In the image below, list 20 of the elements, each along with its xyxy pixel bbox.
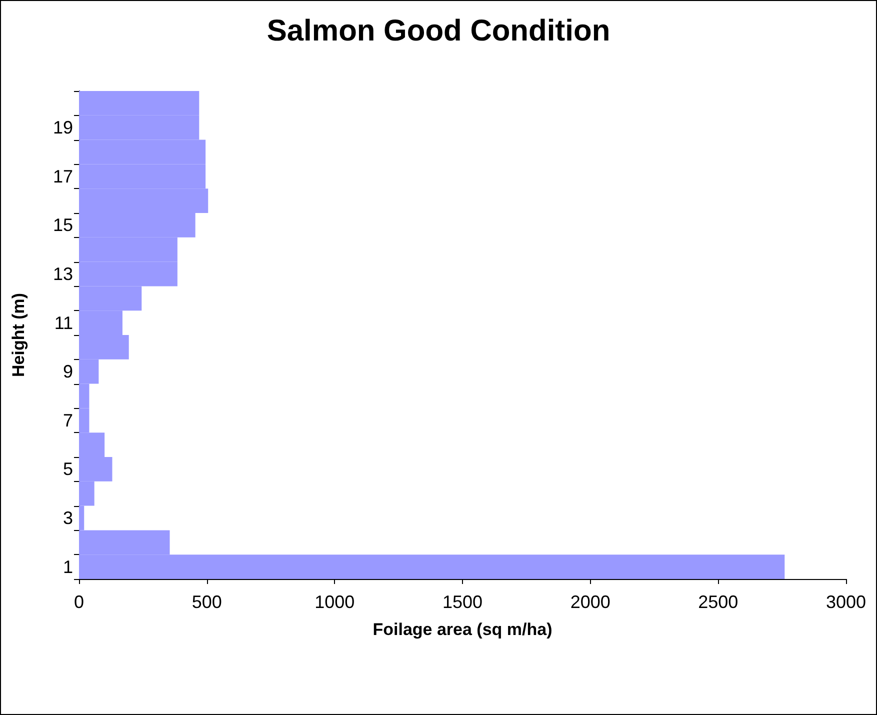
y-tick-label: 7 xyxy=(62,410,73,430)
y-tick-label: 13 xyxy=(52,264,73,284)
y-tick-label: 3 xyxy=(62,508,73,528)
x-axis-title: Foilage area (sq m/ha) xyxy=(372,620,552,639)
y-tick-label: 17 xyxy=(52,166,73,186)
x-tick-label: 1500 xyxy=(442,592,483,612)
y-tick-label: 9 xyxy=(62,362,73,382)
y-tick-label: 11 xyxy=(54,312,73,333)
x-tick-label: 1000 xyxy=(314,592,355,612)
x-tick-label: 3000 xyxy=(826,592,866,612)
x-tick-label: 2500 xyxy=(698,592,738,612)
y-axis-title: Height (m) xyxy=(9,292,28,378)
y-tick-label: 15 xyxy=(52,215,73,236)
y-tick-label: 19 xyxy=(52,118,73,138)
y-tick-label: 1 xyxy=(62,556,73,577)
x-tick-label: 2000 xyxy=(570,592,610,612)
x-tick-label: 500 xyxy=(192,592,222,612)
chart-title: Salmon Good Condition xyxy=(266,14,610,48)
y-tick-label: 5 xyxy=(62,459,73,480)
x-tick-label: 0 xyxy=(74,592,84,612)
